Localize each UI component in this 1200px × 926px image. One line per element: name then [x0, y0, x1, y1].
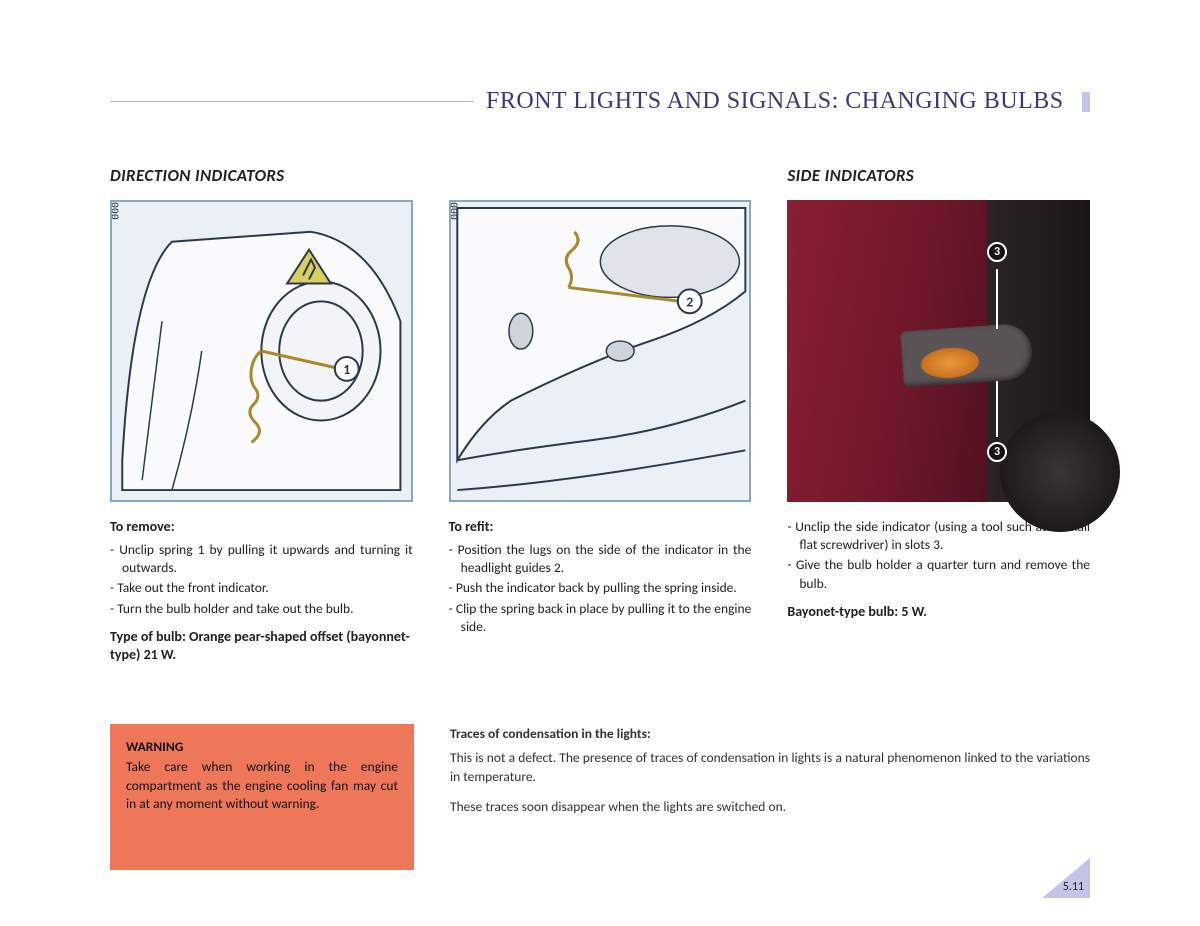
callout-label: 3	[994, 445, 1000, 459]
text-remove: To remove: Unclip spring 1 by pulling it…	[110, 518, 413, 664]
manual-page: FRONT LIGHTS AND SIGNALS: CHANGING BULBS…	[0, 0, 1200, 926]
page-title-bar: FRONT LIGHTS AND SIGNALS: CHANGING BULBS	[110, 88, 1090, 115]
heading-side-indicators: SIDE INDICATORS	[787, 165, 1090, 186]
page-number: 5.11	[1063, 880, 1084, 894]
bullets-refit: Position the lugs on the side of the ind…	[449, 541, 752, 636]
list-item: Push the indicator back by pulling the s…	[449, 579, 752, 597]
bullets-remove: Unclip spring 1 by pulling it upwards an…	[110, 541, 413, 618]
list-item: Position the lugs on the side of the ind…	[449, 541, 752, 577]
callout-line	[996, 381, 998, 437]
title-block-icon	[1082, 92, 1090, 112]
svg-text:2: 2	[686, 293, 693, 310]
image-code-1: 00012M	[112, 202, 121, 220]
warning-box: WARNING Take care when working in the en…	[110, 724, 414, 870]
heading-direction-indicators: DIRECTION INDICATORS	[110, 165, 413, 186]
callout-label: 3	[994, 245, 1000, 259]
illustration-remove: 00012M 1	[110, 200, 413, 502]
list-item: Take out the front indicator.	[110, 579, 413, 597]
heading-spacer	[449, 165, 752, 186]
columns: DIRECTION INDICATORS 00012M	[110, 165, 1090, 664]
photo-wheel	[1000, 412, 1120, 532]
condensation-note: Traces of condensation in the lights: Th…	[450, 724, 1090, 826]
subheading-remove: To remove:	[110, 518, 413, 537]
list-item: Unclip spring 1 by pulling it upwards an…	[110, 541, 413, 577]
subheading-refit: To refit:	[449, 518, 752, 537]
condensation-heading: Traces of condensation in the lights:	[450, 724, 1090, 744]
text-side: Unclip the side indicator (using a tool …	[787, 518, 1090, 621]
warning-title: WARNING	[126, 738, 398, 756]
illustration-side-indicator-photo: 3 3	[787, 200, 1090, 502]
title-rule	[110, 101, 474, 102]
callout-line	[996, 269, 998, 329]
illustration-refit: 00011M 2	[449, 200, 752, 502]
bulb-type-1: Type of bulb: Orange pear-shaped offset …	[110, 628, 413, 664]
list-item: Clip the spring back in place by pulling…	[449, 600, 752, 636]
callout-3-bottom: 3	[987, 442, 1007, 462]
bulb-type-3: Bayonet-type bulb: 5 W.	[787, 603, 1090, 621]
condensation-p2: These traces soon disappear when the lig…	[450, 797, 1090, 817]
list-item: Turn the bulb holder and take out the bu…	[110, 600, 413, 618]
bottom-row: WARNING Take care when working in the en…	[110, 724, 1090, 870]
column-side-indicators: SIDE INDICATORS 3 3 Unclip the side indi…	[787, 165, 1090, 664]
svg-text:1: 1	[343, 361, 350, 378]
condensation-p1: This is not a defect. The presence of tr…	[450, 748, 1090, 787]
warning-body: Take care when working in the engine com…	[126, 758, 398, 813]
text-refit: To refit: Position the lugs on the side …	[449, 518, 752, 636]
list-item: Give the bulb holder a quarter turn and …	[787, 556, 1090, 592]
page-corner-icon: 5.11	[1042, 858, 1090, 898]
column-refit: 00011M 2	[449, 165, 752, 664]
page-title: FRONT LIGHTS AND SIGNALS: CHANGING BULBS	[474, 88, 1076, 115]
column-direction-indicators: DIRECTION INDICATORS 00012M	[110, 165, 413, 664]
